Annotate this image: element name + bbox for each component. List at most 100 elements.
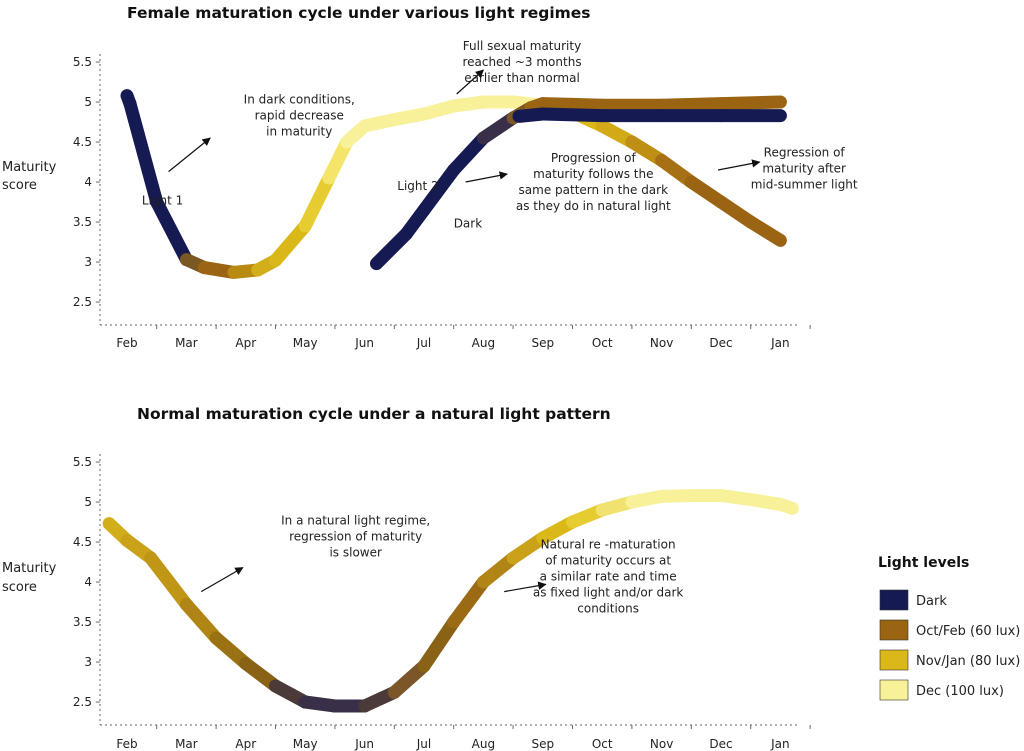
legend-item: Dark [879, 589, 947, 611]
legend: Light levels Dark Oct/Feb (60 lux) Nov/Jan… [878, 555, 1020, 701]
y-tick-label: 2.5 [73, 695, 92, 709]
legend-swatch [879, 649, 909, 671]
x-tick-label: Jan [770, 737, 790, 751]
y-tick-label: 5.5 [73, 455, 92, 469]
series-segment [447, 575, 490, 629]
legend-label: Dec (100 lux) [916, 684, 1004, 699]
legend-label: Nov/Jan (80 lux) [916, 654, 1020, 669]
legend-item: Nov/Jan (80 lux) [879, 649, 1020, 671]
x-tick-label: May [293, 737, 318, 751]
annotation-text: earlier than normal [464, 71, 580, 85]
series-segment [209, 631, 253, 671]
x-tick-label: Jan [770, 336, 790, 350]
chart-1-ylabel-line1: Maturity [2, 160, 57, 175]
annotation-text: conditions [577, 601, 639, 615]
y-tick-label: 4.5 [73, 535, 92, 549]
y-tick-label: 4 [84, 175, 92, 189]
annotation-text: maturity follows the [533, 167, 653, 181]
legend-label: Oct/Feb (60 lux) [916, 624, 1020, 639]
legend-item: Dec (100 lux) [879, 679, 1004, 701]
x-tick-label: Mar [175, 737, 198, 751]
chart-2-series [102, 489, 799, 713]
annotation: Progression of maturity follows the same p… [465, 151, 671, 213]
x-tick-label: Nov [650, 336, 673, 350]
chart-1-series [120, 89, 787, 279]
x-tick-label: Feb [116, 737, 137, 751]
y-tick-label: 5 [84, 95, 92, 109]
x-tick-label: Apr [235, 737, 256, 751]
chart-1-ylabel-line2: score [2, 178, 37, 193]
chart-1-annotations: In dark conditions, rapid decrease in matu… [168, 39, 858, 213]
x-tick-label: Apr [235, 336, 256, 350]
x-tick-label: Jun [354, 737, 374, 751]
x-tick-label: Oct [592, 336, 613, 350]
annotation-text: same pattern in the dark [519, 183, 669, 197]
legend-label: Dark [916, 594, 947, 609]
annotation-text: reached ~3 months [462, 55, 581, 69]
chart-2-title: Normal maturation cycle under a natural … [137, 405, 611, 423]
series-segment [269, 219, 312, 267]
series-segment [298, 171, 336, 233]
annotation-arrow [456, 69, 485, 95]
chart-2-annotations: In a natural light regime, regression of … [200, 513, 683, 615]
annotation-text: regression of maturity [289, 529, 422, 543]
annotation-text: Natural re -maturation [541, 537, 676, 551]
series-segment [144, 551, 193, 611]
annotation-text: maturity after [762, 161, 846, 175]
x-tick-label: Dec [709, 737, 732, 751]
annotation-arrow [200, 567, 244, 593]
series-segment [417, 163, 461, 217]
x-tick-label: Jul [416, 336, 431, 350]
x-tick-label: Nov [650, 737, 673, 751]
y-tick-label: 4.5 [73, 135, 92, 149]
annotation: In dark conditions, rapid decrease in matu… [168, 93, 355, 173]
series-segment [150, 195, 193, 267]
series-segment [536, 107, 609, 123]
series-light-2 [369, 95, 787, 271]
annotation: In a natural light regime, regression of … [200, 513, 430, 593]
series-segment [773, 497, 799, 515]
annotation: Full sexual maturity reached ~3 months ear… [456, 39, 582, 95]
annotation: Regression of maturity after mid-summer li… [717, 145, 858, 191]
legend-item: Oct/Feb (60 lux) [879, 619, 1020, 641]
x-tick-label: Aug [472, 336, 495, 350]
series-segment [322, 135, 354, 185]
legend-title: Light levels [878, 555, 969, 571]
annotation-text: as they do in natural light [516, 199, 671, 213]
x-tick-label: May [293, 336, 318, 350]
chart-1-axes: 2.5 3 3.5 4 4.5 5 5.5 Feb Mar Apr May Jun Jul Aug Sep O… [73, 54, 811, 350]
series-natural [102, 489, 799, 713]
annotation-text: Regression of [764, 145, 846, 159]
legend-swatch [879, 619, 909, 641]
series-segment [744, 215, 787, 247]
series-segment [369, 227, 413, 271]
series-segment [447, 131, 490, 177]
y-tick-label: 5.5 [73, 55, 92, 69]
series-dark [512, 107, 787, 123]
y-tick-label: 3 [84, 255, 92, 269]
series-segment [655, 97, 728, 112]
y-tick-label: 2.5 [73, 295, 92, 309]
y-tick-label: 3.5 [73, 215, 92, 229]
annotation-arrow [717, 159, 761, 171]
x-tick-label: Aug [472, 737, 495, 751]
annotation-arrow [168, 137, 211, 173]
x-tick-label: Oct [592, 737, 613, 751]
chart-1: Female maturation cycle under various li… [2, 4, 858, 350]
y-tick-label: 4 [84, 575, 92, 589]
annotation-text: rapid decrease [255, 109, 344, 123]
annotation-text: a similar rate and time [540, 569, 677, 583]
annotation-text: Full sexual maturity [463, 39, 581, 53]
chart-1-labels: Light 1 Light 2 Dark [142, 179, 482, 231]
chart-2-ylabel-line1: Maturity [2, 561, 57, 576]
legend-items: Dark Oct/Feb (60 lux) Nov/Jan (80 lux) Dec … [879, 589, 1020, 701]
x-tick-label: Jun [354, 336, 374, 350]
annotation-text: is slower [329, 545, 382, 559]
annotation-arrow [465, 171, 508, 183]
y-tick-label: 5 [84, 495, 92, 509]
chart-2: Normal maturation cycle under a natural … [2, 405, 811, 751]
annotation-text: of maturity occurs at [545, 553, 671, 567]
legend-swatch [879, 679, 909, 701]
x-tick-label: Mar [175, 336, 198, 350]
